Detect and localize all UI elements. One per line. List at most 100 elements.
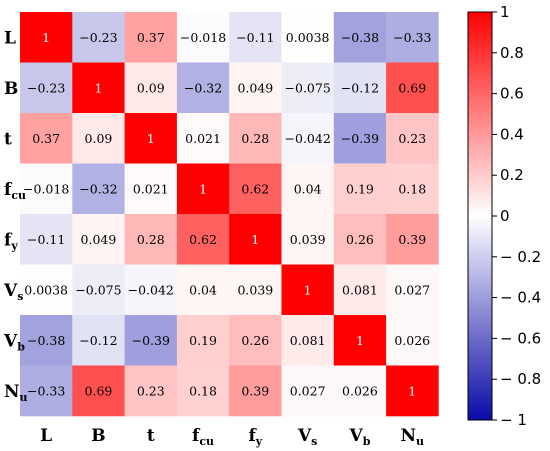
heatmap-cell-1-4: [229, 62, 282, 114]
heatmap-cell-3-7: [386, 163, 439, 215]
cell-value-label: −0.11: [27, 232, 65, 247]
heatmap-cell-5-5: [281, 264, 335, 316]
cell-value-label: 0.62: [189, 232, 217, 247]
row-label: Vb: [3, 331, 25, 353]
heatmap-cell-0-3: [176, 12, 230, 63]
heatmap-cell-7-0: [20, 365, 73, 417]
heatmap-cell-5-1: [72, 264, 125, 316]
heatmap-cell-6-4: [229, 315, 282, 366]
heatmap-cell-7-1: [72, 365, 125, 417]
column-label: Vb: [348, 426, 370, 448]
cell-value-label: 0.026: [394, 333, 430, 348]
heatmap-cell-3-2: [124, 163, 178, 215]
heatmap-cell-2-7: [386, 113, 439, 164]
column-label: t: [147, 426, 155, 446]
cell-value-label: 0.62: [241, 181, 269, 196]
row-label: Nu: [4, 382, 28, 404]
cell-value-label: 0.23: [137, 383, 165, 398]
heatmap-cell-5-2: [124, 264, 178, 316]
heatmap-cell-0-7: [386, 12, 439, 63]
column-label: fy: [248, 426, 262, 448]
cell-value-label: 0.26: [241, 333, 269, 348]
colorbar-tick-label: 0.4: [500, 125, 524, 143]
heatmap-cells: 1 −0.23 0.37 −0.018 −0.11 0.0038 −0.38 −0.33 −0.…: [20, 12, 439, 417]
heatmap-cell-6-6: [333, 315, 387, 366]
row-label: fcu: [4, 180, 26, 202]
cell-value-label: 1: [199, 181, 207, 196]
colorbar-tick-label: − 0.2: [500, 248, 541, 266]
row-labels: L Bt fcu fy Vs Vb Nu: [3, 28, 28, 404]
heatmap-cell-4-0: [20, 214, 73, 265]
cell-value-label: −0.042: [128, 282, 174, 297]
cell-value-label: 0.026: [342, 383, 378, 398]
cell-value-label: 1: [304, 282, 312, 297]
cell-value-label: 1: [94, 80, 102, 95]
row-label: L: [4, 28, 16, 48]
heatmap-cell-4-3: [176, 214, 230, 265]
column-label: B: [91, 426, 105, 446]
cell-value-label: −0.23: [79, 30, 117, 45]
heatmap-cell-4-4: [229, 214, 282, 265]
colorbar-tick-label: 1: [500, 3, 510, 21]
colorbar-gradient: [467, 11, 493, 421]
column-label: fcu: [192, 426, 214, 448]
cell-value-label: 0.039: [290, 232, 326, 247]
cell-value-label: −0.38: [341, 30, 379, 45]
colorbar-tick-label: − 0.6: [500, 329, 541, 347]
heatmap-cell-2-3: [176, 113, 230, 164]
cell-value-label: 0.19: [189, 333, 217, 348]
heatmap-cell-4-1: [72, 214, 125, 265]
column-label: Vs: [297, 426, 317, 448]
cell-value-label: −0.042: [285, 131, 331, 146]
cell-value-label: −0.33: [393, 30, 431, 45]
cell-value-label: −0.11: [236, 30, 274, 45]
cell-value-label: −0.018: [180, 30, 226, 45]
cell-value-label: 1: [408, 383, 416, 398]
heatmap-cell-1-3: [176, 62, 230, 114]
heatmap-cell-5-6: [333, 264, 387, 316]
heatmap-cell-3-1: [72, 163, 125, 215]
cell-value-label: 0.18: [398, 181, 426, 196]
cell-value-label: 1: [42, 30, 50, 45]
heatmap-cell-0-5: [281, 12, 335, 63]
heatmap-cell-7-4: [229, 365, 282, 417]
colorbar-tick-label: − 0.4: [500, 289, 541, 307]
cell-value-label: 0.021: [133, 181, 169, 196]
cell-value-label: −0.39: [132, 333, 170, 348]
heatmap-cell-3-3: [176, 163, 230, 215]
cell-value-label: 0.04: [294, 181, 322, 196]
heatmap-cell-1-7: [386, 62, 439, 114]
cell-value-label: 0.37: [137, 30, 165, 45]
heatmap-cell-3-6: [333, 163, 387, 215]
heatmap-cell-0-1: [72, 12, 125, 63]
cell-value-label: −0.018: [23, 181, 69, 196]
cell-value-label: −0.39: [341, 131, 379, 146]
heatmap-cell-5-7: [386, 264, 439, 316]
cell-value-label: 0.28: [137, 232, 165, 247]
cell-value-label: 1: [251, 232, 259, 247]
heatmap-cell-4-5: [281, 214, 335, 265]
cell-value-label: 0.69: [398, 80, 426, 95]
cell-value-label: −0.075: [75, 282, 121, 297]
heatmap-cell-6-7: [386, 315, 439, 366]
heatmap-cell-1-1: [72, 62, 125, 114]
heatmap-cell-1-5: [281, 62, 335, 114]
cell-value-label: 0.23: [398, 131, 426, 146]
cell-value-label: −0.12: [79, 333, 117, 348]
cell-value-label: 0.027: [394, 282, 430, 297]
cell-value-label: 0.26: [346, 232, 374, 247]
colorbar-tick-label: 0: [500, 207, 510, 225]
heatmap-cell-4-6: [333, 214, 387, 265]
heatmap-cell-5-3: [176, 264, 230, 316]
column-label: Nu: [400, 426, 424, 448]
heatmap-cell-1-0: [20, 62, 73, 114]
cell-value-label: 0.19: [346, 181, 374, 196]
heatmap-cell-5-4: [229, 264, 282, 316]
cell-value-label: 0.28: [241, 131, 269, 146]
heatmap-cell-7-7: [386, 365, 439, 417]
cell-value-label: 0.39: [241, 383, 269, 398]
heatmap-cell-2-6: [333, 113, 387, 164]
heatmap-cell-3-0: [20, 163, 73, 215]
